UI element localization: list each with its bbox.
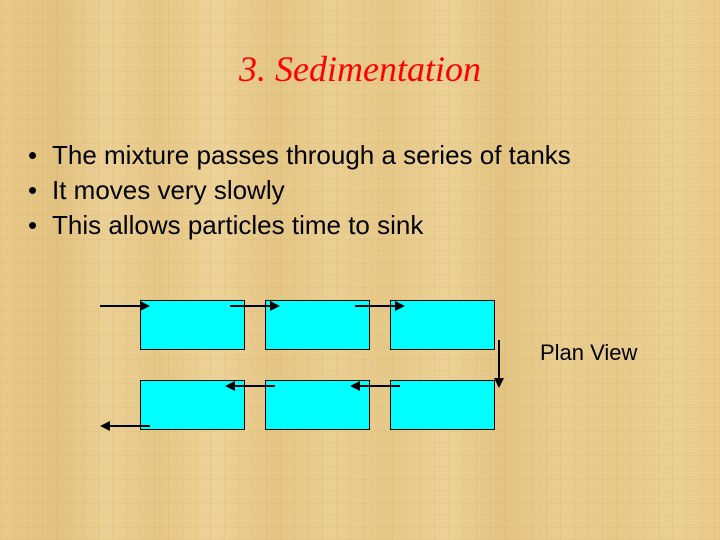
tank-box <box>390 380 495 430</box>
tank-diagram <box>100 300 520 450</box>
bullet-item: This allows particles time to sink <box>28 208 720 243</box>
tank-box <box>390 300 495 350</box>
tank-box <box>140 300 245 350</box>
slide-title: 3. Sedimentation <box>0 0 720 90</box>
bullet-item: The mixture passes through a series of t… <box>28 138 720 173</box>
bullet-list: The mixture passes through a series of t… <box>28 138 720 243</box>
tank-box <box>265 300 370 350</box>
plan-view-label: Plan View <box>540 340 637 366</box>
bullet-item: It moves very slowly <box>28 173 720 208</box>
